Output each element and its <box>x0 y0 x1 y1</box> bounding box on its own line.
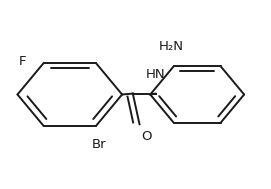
Text: HN: HN <box>146 68 165 81</box>
Text: Br: Br <box>91 138 106 151</box>
Text: F: F <box>19 55 26 68</box>
Text: H₂N: H₂N <box>159 40 183 53</box>
Text: O: O <box>141 130 151 143</box>
